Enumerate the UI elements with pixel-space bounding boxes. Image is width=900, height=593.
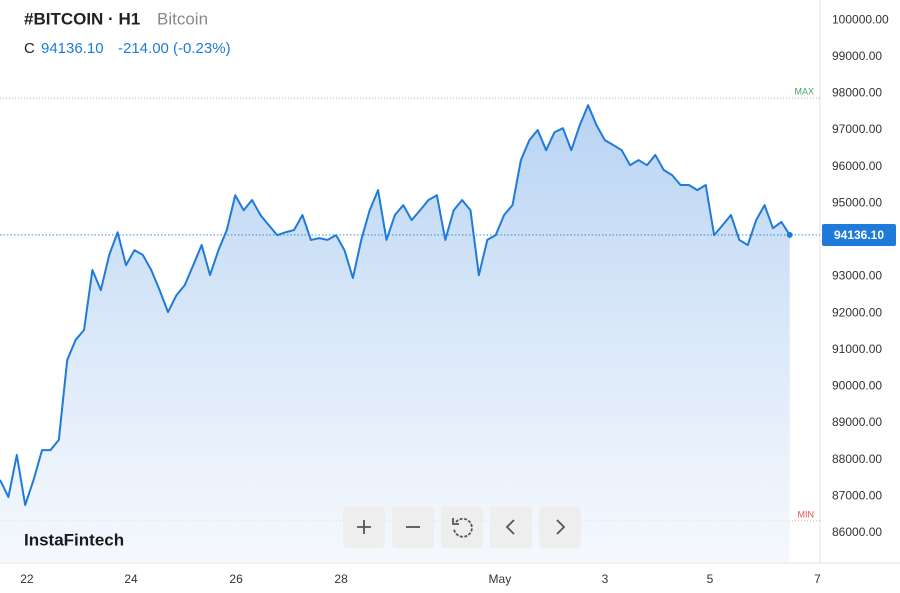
y-tick-label: 86000.00 bbox=[832, 525, 882, 539]
price-line bbox=[0, 104, 791, 507]
watermark: InstaFintech bbox=[24, 530, 124, 549]
y-tick-label: 90000.00 bbox=[832, 379, 882, 393]
zoom-in-button[interactable] bbox=[343, 506, 385, 548]
x-tick-label: 5 bbox=[707, 572, 714, 586]
price-change: -214.00 (-0.23%) bbox=[118, 40, 231, 57]
minus-icon bbox=[406, 526, 420, 528]
scroll-right-button[interactable] bbox=[539, 506, 581, 548]
close-price: 94136.10 bbox=[41, 40, 104, 57]
axes: 86000.00 87000.00 88000.00 89000.00 90000.00… bbox=[20, 12, 896, 586]
area bbox=[0, 105, 790, 563]
y-tick-label: 91000.00 bbox=[832, 342, 882, 356]
x-tick-label: May bbox=[489, 572, 512, 586]
ohlc-label: C bbox=[24, 40, 35, 57]
chart-title: #BITCOIN · H1 bbox=[24, 9, 140, 28]
x-tick-label: 24 bbox=[124, 572, 138, 586]
reference-label: MAX bbox=[794, 87, 814, 97]
zoom-out-button[interactable] bbox=[392, 506, 434, 548]
plot-area bbox=[0, 97, 820, 563]
y-tick-label: 89000.00 bbox=[832, 415, 882, 429]
y-tick-label: 96000.00 bbox=[832, 159, 882, 173]
y-tick-label: 88000.00 bbox=[832, 452, 882, 466]
last-price-tag bbox=[822, 223, 896, 246]
x-tick-label: 28 bbox=[334, 572, 348, 586]
last-price-label: 94136.10 bbox=[834, 228, 884, 242]
y-tick-label: 95000.00 bbox=[832, 195, 882, 209]
y-tick-label: 97000.00 bbox=[832, 122, 882, 136]
reset-icon bbox=[452, 517, 473, 538]
x-tick-label: 3 bbox=[602, 572, 609, 586]
y-tick-label: 98000.00 bbox=[832, 86, 882, 100]
last-point bbox=[786, 231, 793, 238]
x-tick-label: 26 bbox=[229, 572, 243, 586]
x-tick-label: 7 bbox=[814, 572, 821, 586]
y-tick-label: 87000.00 bbox=[832, 489, 882, 503]
plus-icon bbox=[357, 520, 371, 534]
x-tick-label: 22 bbox=[20, 572, 34, 586]
right-icon bbox=[556, 519, 566, 535]
y-tick-label: 99000.00 bbox=[832, 49, 882, 63]
chart-subtitle: Bitcoin bbox=[157, 9, 208, 28]
reference-label: MIN bbox=[798, 509, 815, 519]
scroll-left-button[interactable] bbox=[490, 506, 532, 548]
reset-button[interactable] bbox=[441, 506, 483, 548]
left-icon bbox=[505, 519, 515, 535]
y-tick-label: 92000.00 bbox=[832, 305, 882, 319]
y-tick-label: 93000.00 bbox=[832, 269, 882, 283]
y-tick-label: 100000.00 bbox=[832, 12, 889, 26]
